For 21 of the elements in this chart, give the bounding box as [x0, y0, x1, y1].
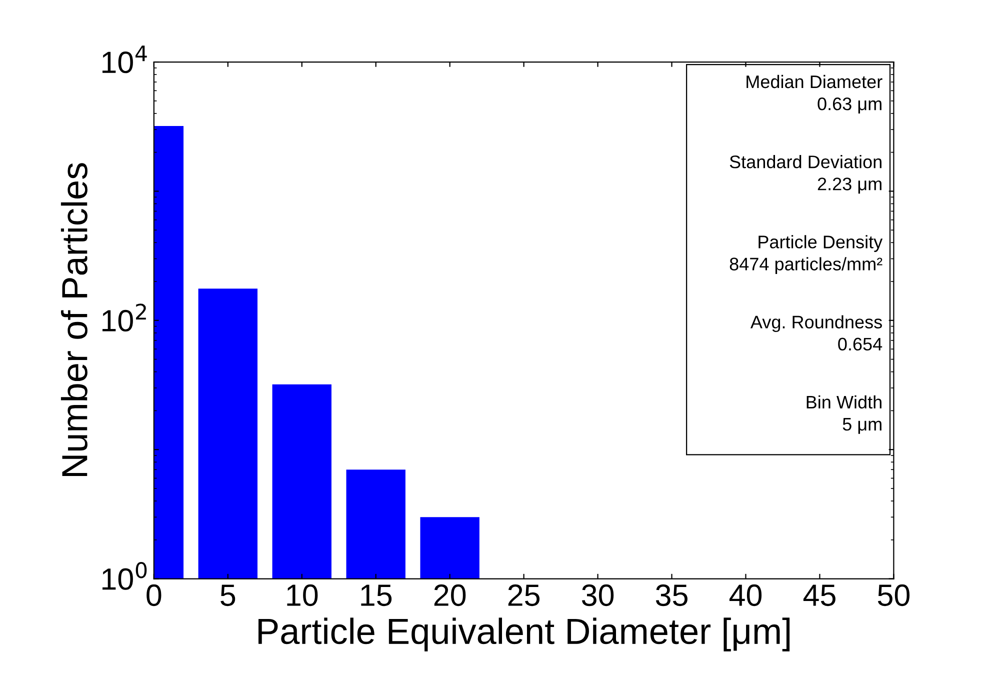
x-tick-label: 30	[582, 584, 614, 606]
x-tick-label: 20	[434, 584, 466, 606]
y-axis-title: Number of Particles	[60, 163, 88, 476]
annotation: Avg. Roundness 0.654	[750, 315, 882, 351]
annotation: Median Diameter 0.63 μm	[746, 74, 882, 114]
x-axis-title: Particle Equivalent Diameter [μm]	[258, 618, 790, 652]
x-tick-label: 45	[803, 584, 836, 606]
x-tick-label: 5	[220, 584, 236, 606]
y-tick-label: 10$^{2}$	[102, 304, 146, 332]
x-tick-label: 10	[287, 584, 318, 606]
x-tick-label: 0	[146, 584, 162, 606]
x-tick-label: 35	[656, 584, 688, 606]
y-tick-label: 10$^{4}$	[102, 46, 147, 74]
x-tick-label: 25	[508, 584, 540, 606]
annotation: Particle Density 8474 particles/mm²	[730, 235, 883, 274]
annotation: Standard Deviation 2.23 μm	[730, 155, 882, 194]
x-tick-label: 50	[878, 584, 910, 606]
x-tick-label: 15	[361, 584, 392, 606]
annotation: Bin Width 5 μm	[806, 395, 882, 434]
x-tick-label: 40	[729, 584, 762, 606]
y-tick-label: 10$^{0}$	[102, 562, 147, 590]
